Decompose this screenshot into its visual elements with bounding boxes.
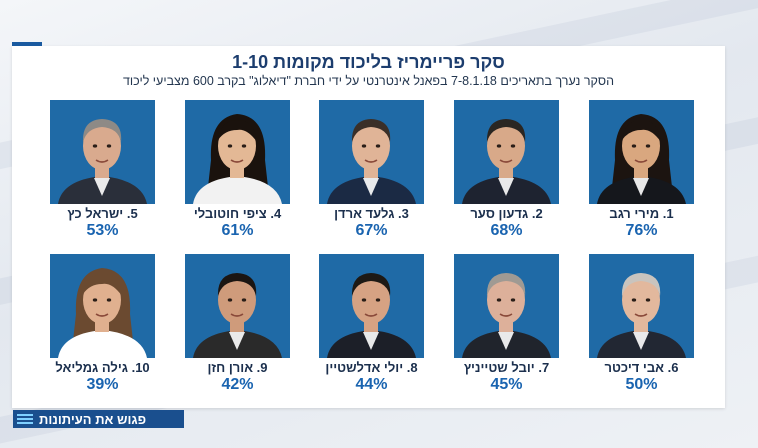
candidate-photo [454,100,559,204]
candidate-percent: 53% [86,222,119,239]
candidate-name: 4. ציפי חוטובלי [193,206,282,221]
candidate-percent: 42% [221,376,254,393]
candidate-card: 4. ציפי חוטובלי 61% [185,100,290,243]
candidate-card: 3. גלעד ארדן 67% [319,100,424,243]
candidate-name: 10. גילה גמליאל [55,360,150,375]
candidate-name: 8. יולי אדלשטיין [325,360,418,375]
candidate-photo [319,100,424,204]
candidate-percent: 61% [221,222,254,239]
candidate-percent: 39% [86,376,119,393]
candidate-card: 10. גילה גמליאל 39% [50,254,155,397]
candidate-card: 8. יולי אדלשטיין 44% [319,254,424,397]
poll-title: סקר פריימריז בליכוד מקומות 1-10 [232,52,505,72]
candidate-percent: 68% [490,222,523,239]
candidate-photo [185,100,290,204]
show-title: פגוש את העיתונות [39,411,147,427]
candidate-photo [185,254,290,358]
candidate-photo [454,254,559,358]
candidate-percent: 67% [355,222,388,239]
candidate-percent: 50% [625,376,658,393]
candidate-name: 6. אבי דיכטר [604,360,679,375]
candidate-name: 5. ישראל כץ [67,206,138,221]
show-banner: פגוש את העיתונות [13,410,184,428]
panel-accent-bar [12,42,42,46]
candidate-card: 2. גדעון סער 68% [454,100,559,243]
candidate-card: 6. אבי דיכטר 50% [589,254,694,397]
candidate-card: 7. יובל שטייניץ 45% [454,254,559,397]
candidate-photo [589,100,694,204]
candidate-name: 1. מירי רגב [609,206,674,221]
candidate-photo [50,100,155,204]
candidate-name: 7. יובל שטייניץ [463,360,550,375]
candidate-card: 1. מירי רגב 76% [589,100,694,243]
candidate-photo [319,254,424,358]
candidate-percent: 45% [490,376,523,393]
candidate-percent: 76% [625,222,658,239]
candidate-percent: 44% [355,376,388,393]
candidate-card: 9. אורן חזן 42% [185,254,290,397]
poll-panel: סקר פריימריז בליכוד מקומות 1-10 הסקר נער… [12,42,725,408]
candidate-card: 5. ישראל כץ 53% [50,100,155,243]
candidate-name: 2. גדעון סער [470,206,543,221]
candidate-photo [589,254,694,358]
candidate-name: 9. אורן חזן [207,360,268,375]
candidate-name: 3. גלעד ארדן [334,206,409,221]
poll-subtitle: הסקר נערך בתאריכים 7-8.1.18 בפאנל אינטרנ… [122,74,615,88]
menu-lines-icon [17,413,33,425]
candidate-photo [50,254,155,358]
